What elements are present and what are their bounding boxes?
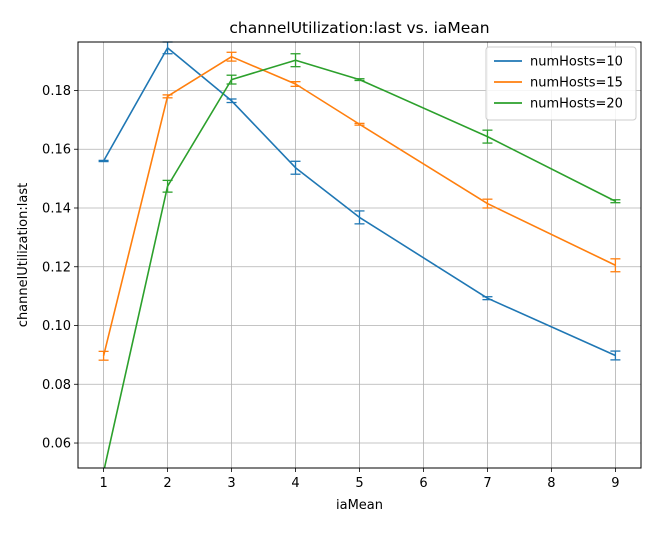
y-axis-label: channelUtilization:last bbox=[16, 183, 31, 327]
error-bars bbox=[98, 41, 621, 361]
chart-title: channelUtilization:last vs. iaMean bbox=[229, 19, 489, 37]
x-tick-label: 6 bbox=[419, 476, 427, 491]
x-tick-label: 8 bbox=[547, 476, 555, 491]
y-tick-label: 0.06 bbox=[42, 437, 71, 452]
x-axis-label: iaMean bbox=[336, 498, 383, 513]
legend-label: numHosts=15 bbox=[530, 76, 623, 91]
error-bar bbox=[482, 129, 493, 144]
error-bar bbox=[290, 81, 301, 88]
error-bar bbox=[290, 160, 301, 175]
error-bar bbox=[226, 51, 237, 62]
error-bar bbox=[162, 94, 173, 99]
error-bar bbox=[482, 296, 493, 301]
legend-label: numHosts=10 bbox=[530, 55, 623, 70]
error-bar bbox=[98, 159, 109, 163]
error-bar bbox=[610, 258, 621, 273]
x-tick-label: 5 bbox=[355, 476, 363, 491]
error-bar bbox=[162, 179, 173, 193]
x-tick-label: 2 bbox=[163, 476, 171, 491]
legend: numHosts=10 numHosts=15 numHosts=20 bbox=[485, 46, 637, 121]
error-bar bbox=[610, 350, 621, 361]
error-bar bbox=[290, 53, 301, 68]
legend-box bbox=[485, 46, 637, 121]
x-tick-label: 7 bbox=[483, 476, 491, 491]
error-bar bbox=[98, 350, 109, 361]
x-tick-label: 4 bbox=[291, 476, 299, 491]
x-tick-label: 3 bbox=[227, 476, 235, 491]
ticks: 1 2 3 4 5 6 7 8 9 0.06 0.08 0.10 0.12 0.14 0.16 0.18 bbox=[42, 84, 620, 491]
y-tick-label: 0.10 bbox=[42, 319, 71, 334]
x-tick-label: 1 bbox=[99, 476, 107, 491]
y-tick-label: 0.14 bbox=[42, 201, 71, 216]
error-bar bbox=[226, 98, 237, 104]
error-bar bbox=[354, 78, 365, 82]
y-tick-label: 0.18 bbox=[42, 84, 71, 99]
error-bar bbox=[354, 210, 365, 225]
y-tick-label: 0.12 bbox=[42, 260, 71, 275]
x-tick-label: 9 bbox=[611, 476, 619, 491]
y-tick-label: 0.16 bbox=[42, 143, 71, 158]
y-tick-label: 0.08 bbox=[42, 378, 71, 393]
error-bar bbox=[354, 122, 365, 126]
error-bar bbox=[610, 199, 621, 204]
legend-label: numHosts=20 bbox=[530, 97, 623, 112]
error-bar bbox=[482, 198, 493, 209]
error-bar bbox=[226, 74, 237, 85]
